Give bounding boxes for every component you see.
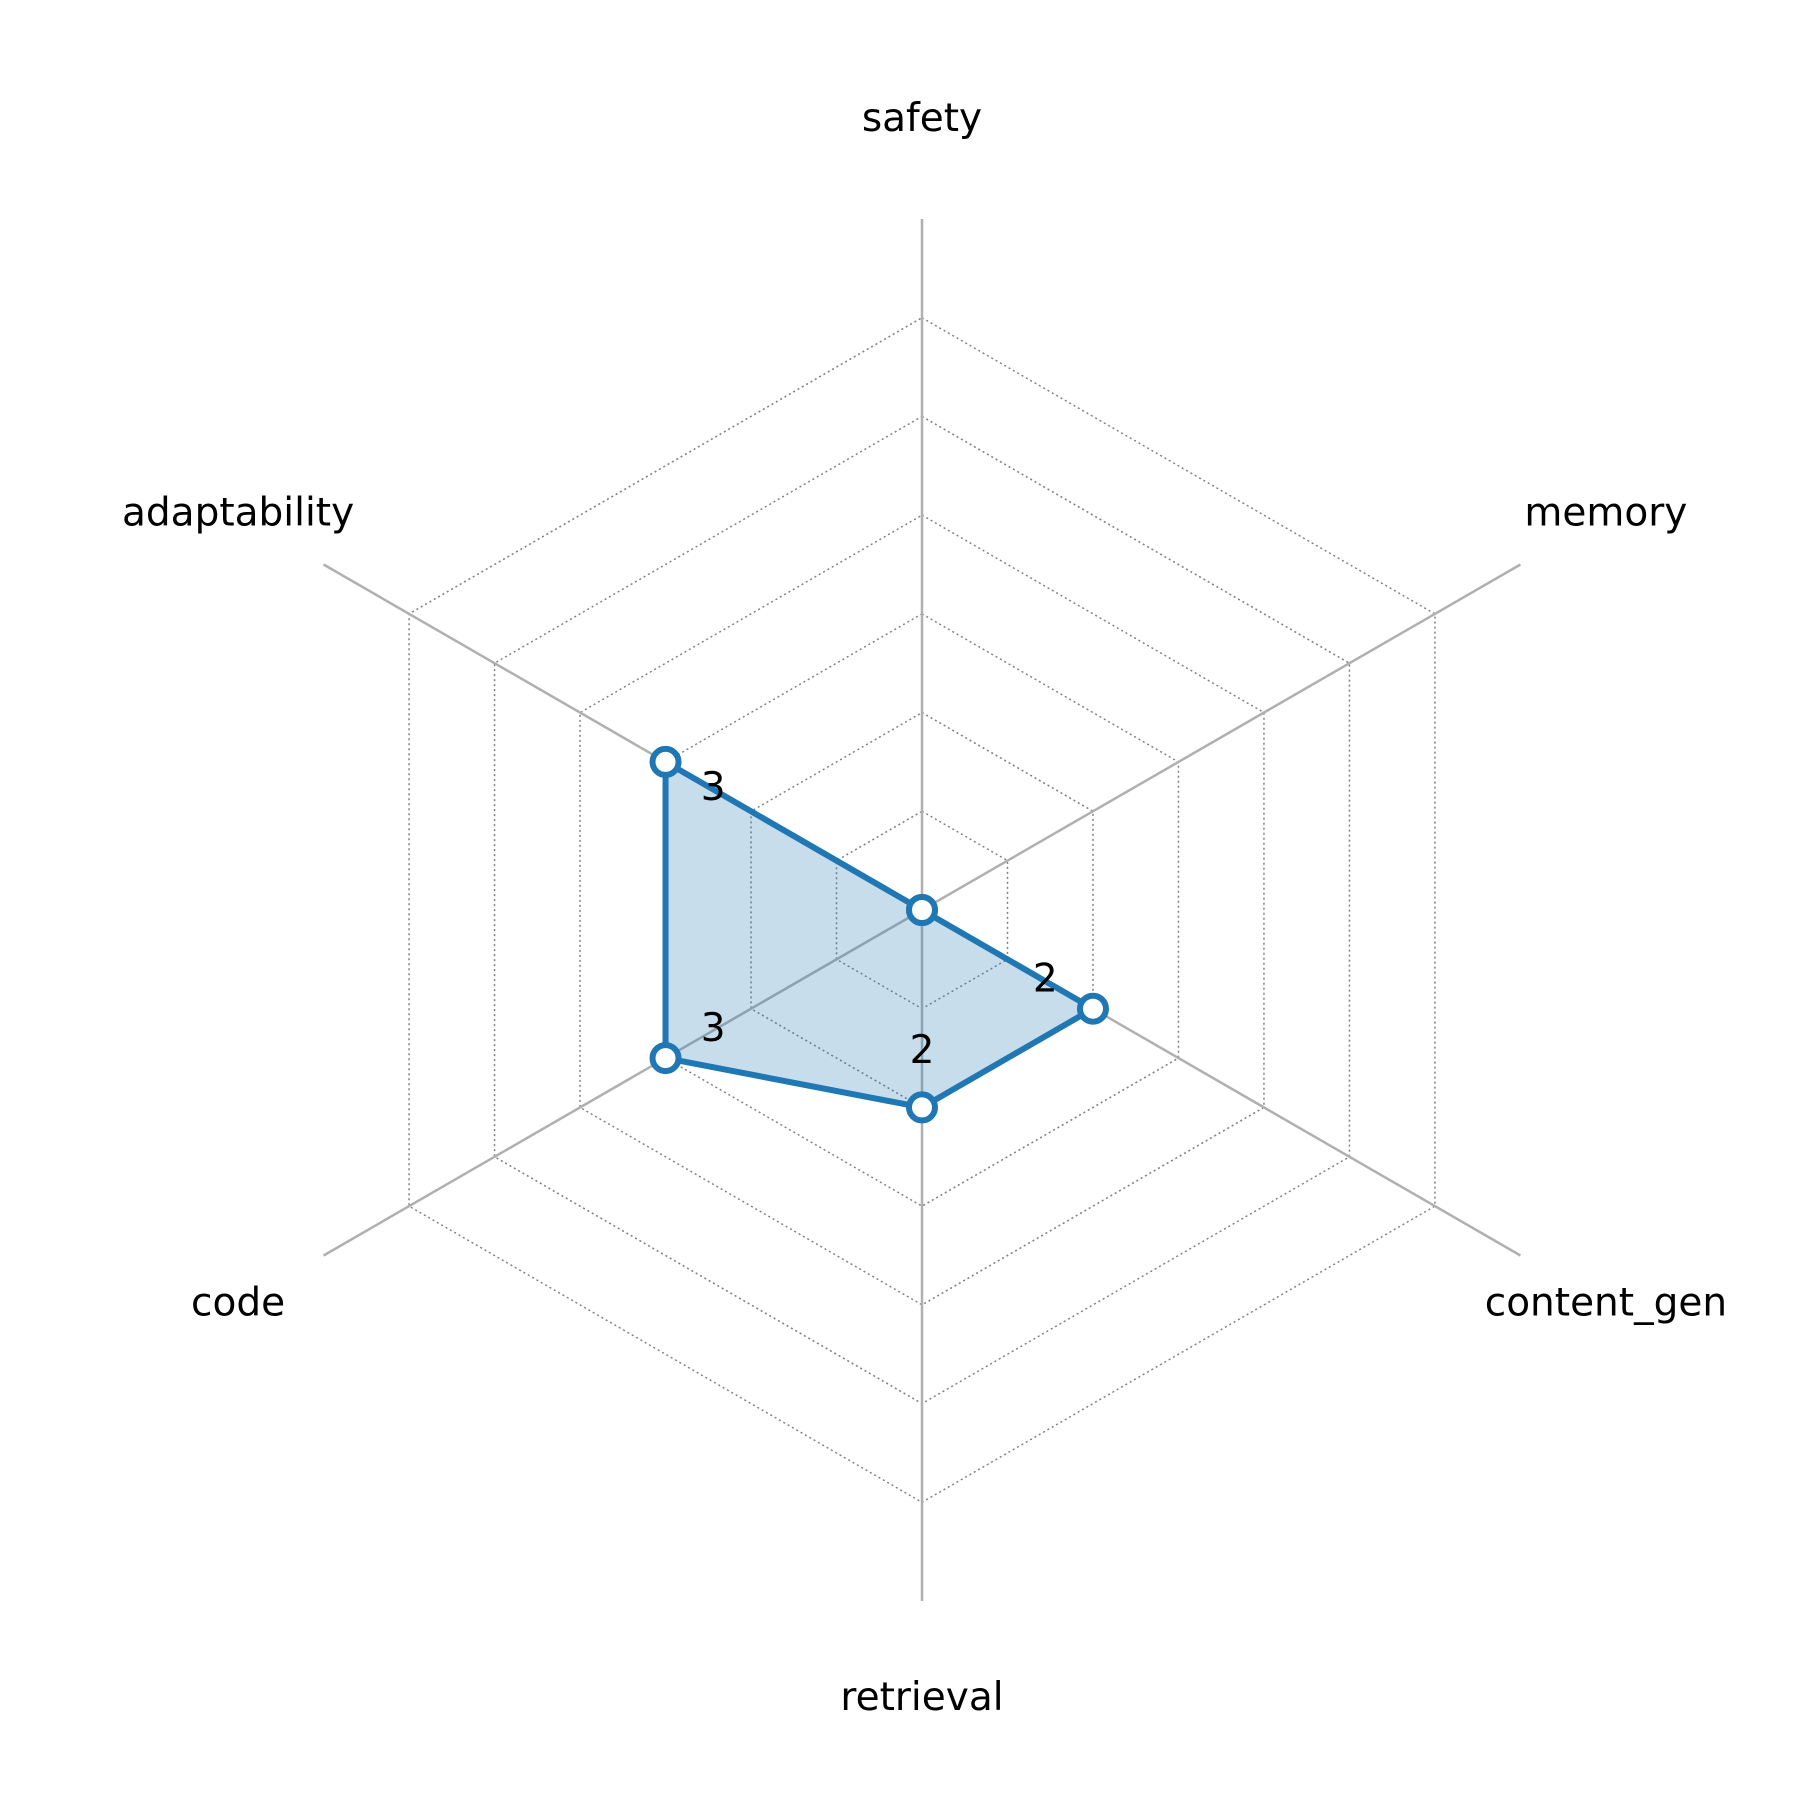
axis-label: safety [862, 96, 982, 141]
axis-label: adaptability [122, 491, 354, 536]
data-point [649, 1042, 682, 1075]
value-label: 3 [701, 765, 726, 810]
axis-label: retrieval [840, 1675, 1003, 1720]
data-point [649, 745, 682, 778]
value-label: 2 [910, 1028, 935, 1073]
axis-spoke [322, 908, 923, 1257]
axis-label: code [191, 1280, 285, 1325]
value-label: 2 [1033, 957, 1058, 1002]
data-point [906, 894, 938, 926]
axis-label: content_gen [1485, 1280, 1727, 1325]
data-point [906, 1091, 938, 1124]
axis-spoke [921, 563, 1522, 912]
axis-label: memory [1524, 491, 1687, 536]
data-point [1076, 992, 1109, 1025]
data-area [662, 758, 1096, 1111]
value-label: 3 [701, 1006, 726, 1051]
